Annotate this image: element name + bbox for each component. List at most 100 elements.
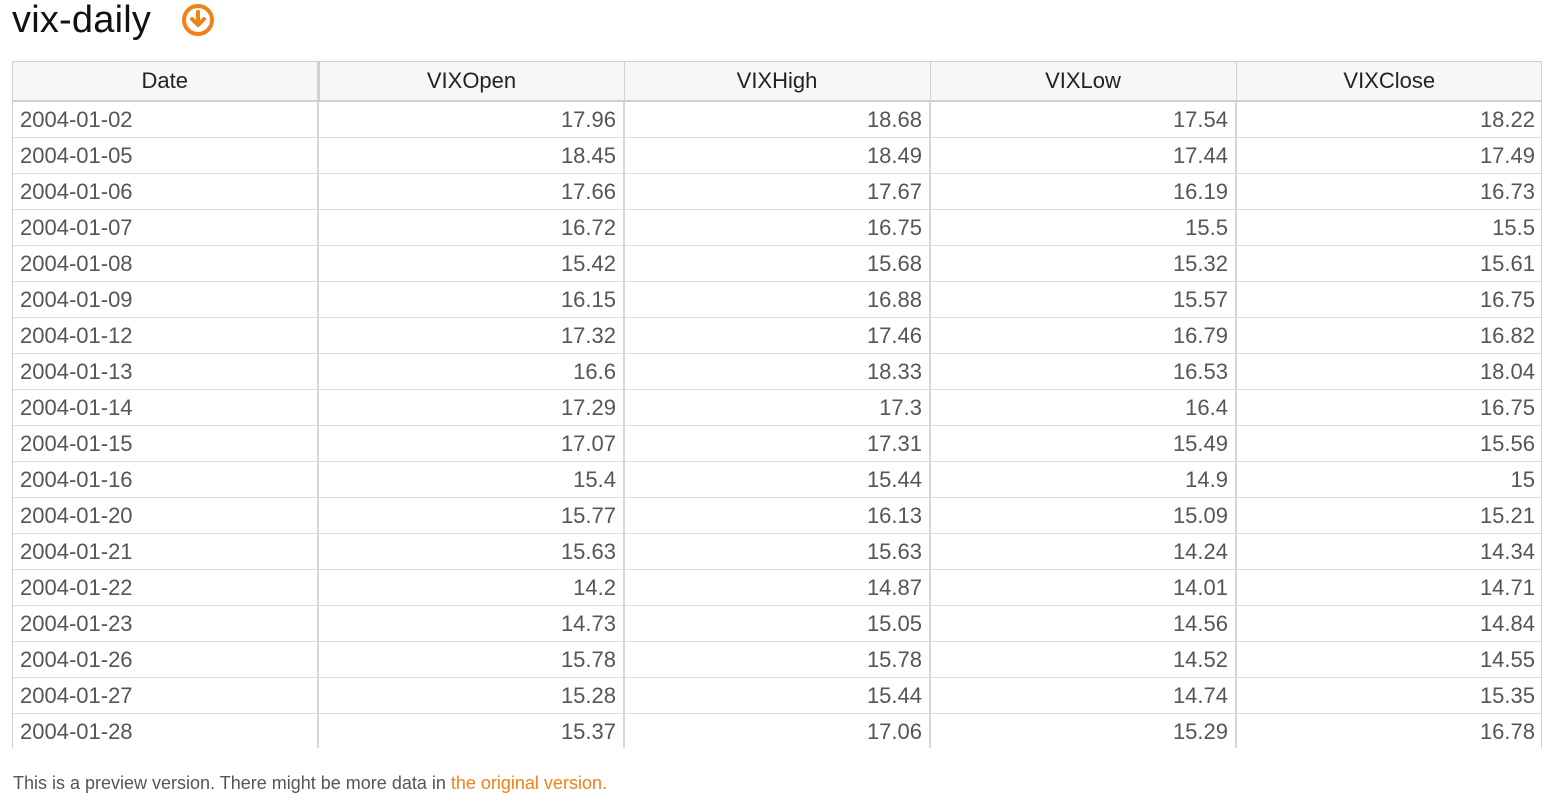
table-cell-vixclose: 16.73 [1236, 173, 1541, 210]
table-cell-vixlow: 14.52 [930, 641, 1237, 678]
table-cell-date: 2004-01-20 [13, 497, 319, 534]
table-cell-vixclose: 18.04 [1236, 353, 1541, 390]
table-cell-vixlow: 16.53 [930, 353, 1237, 390]
table-cell-vixhigh: 15.05 [624, 605, 931, 642]
table-cell-date: 2004-01-12 [13, 317, 319, 354]
table-row: 2004-01-22 14.2 14.87 14.01 14.71 [13, 569, 1541, 606]
table-cell-date: 2004-01-27 [13, 677, 319, 714]
table-cell-vixlow: 14.9 [930, 461, 1237, 498]
table-cell-vixhigh: 15.78 [624, 641, 931, 678]
table-row: 2004-01-16 15.4 15.44 14.9 15 [13, 461, 1541, 498]
original-version-link[interactable]: the original version. [450, 773, 607, 793]
table-row: 2004-01-02 17.96 18.68 17.54 18.22 [13, 101, 1541, 138]
table-row: 2004-01-06 17.66 17.67 16.19 16.73 [13, 173, 1541, 210]
table-header-row: Date VIXOpen VIXHigh VIXLow VIXClose [13, 62, 1541, 102]
table-cell-vixhigh: 16.75 [624, 209, 931, 246]
preview-notice-text: This is a preview version. There might b… [13, 773, 451, 793]
table-cell-vixlow: 14.01 [930, 569, 1237, 606]
data-table-container[interactable]: Date VIXOpen VIXHigh VIXLow VIXClose 2004-01… [12, 61, 1542, 748]
table-row: 2004-01-05 18.45 18.49 17.44 17.49 [13, 137, 1541, 174]
table-cell-vixlow: 15.49 [930, 425, 1237, 462]
table-cell-vixclose: 14.71 [1236, 569, 1541, 606]
table-cell-vixhigh: 18.49 [624, 137, 931, 174]
table-row: 2004-01-08 15.42 15.68 15.32 15.61 [13, 245, 1541, 282]
table-row: 2004-01-27 15.28 15.44 14.74 15.35 [13, 677, 1541, 714]
table-cell-date: 2004-01-08 [13, 245, 319, 282]
table-cell-vixlow: 14.24 [930, 533, 1237, 570]
data-table: Date VIXOpen VIXHigh VIXLow VIXClose 2004-01… [13, 62, 1541, 748]
table-cell-vixopen: 17.96 [318, 101, 625, 138]
table-row: 2004-01-14 17.29 17.3 16.4 16.75 [13, 389, 1541, 426]
table-cell-date: 2004-01-22 [13, 569, 319, 606]
table-cell-vixclose: 14.34 [1236, 533, 1541, 570]
table-cell-vixclose: 15.5 [1236, 209, 1541, 246]
column-header-vixclose[interactable]: VIXClose [1236, 62, 1541, 102]
table-cell-vixhigh: 14.87 [624, 569, 931, 606]
table-cell-vixhigh: 15.63 [624, 533, 931, 570]
table-cell-vixhigh: 17.3 [624, 389, 931, 426]
table-body: 2004-01-02 17.96 18.68 17.54 18.22 2004-01-05… [13, 101, 1541, 748]
table-cell-vixhigh: 17.31 [624, 425, 931, 462]
table-cell-date: 2004-01-21 [13, 533, 319, 570]
table-row: 2004-01-12 17.32 17.46 16.79 16.82 [13, 317, 1541, 354]
table-cell-vixopen: 16.72 [318, 209, 625, 246]
column-header-date[interactable]: Date [13, 62, 320, 102]
table-cell-vixclose: 18.22 [1236, 101, 1541, 138]
table-cell-vixlow: 15.09 [930, 497, 1237, 534]
table-cell-vixlow: 16.19 [930, 173, 1237, 210]
table-cell-date: 2004-01-26 [13, 641, 319, 678]
table-cell-date: 2004-01-14 [13, 389, 319, 426]
table-cell-vixclose: 17.49 [1236, 137, 1541, 174]
table-cell-vixhigh: 17.06 [624, 713, 931, 748]
table-cell-vixopen: 15.4 [318, 461, 625, 498]
table-cell-vixhigh: 18.68 [624, 101, 931, 138]
table-cell-vixhigh: 16.88 [624, 281, 931, 318]
download-circle-icon [182, 4, 215, 36]
preview-notice: This is a preview version. There might b… [13, 773, 607, 794]
table-cell-vixhigh: 17.46 [624, 317, 931, 354]
table-cell-vixclose: 15 [1236, 461, 1541, 498]
table-cell-vixhigh: 15.68 [624, 245, 931, 282]
table-cell-vixopen: 17.32 [318, 317, 625, 354]
column-header-vixhigh[interactable]: VIXHigh [624, 62, 931, 102]
table-cell-vixlow: 15.5 [930, 209, 1237, 246]
table-cell-vixclose: 16.75 [1236, 389, 1541, 426]
table-row: 2004-01-23 14.73 15.05 14.56 14.84 [13, 605, 1541, 642]
table-cell-vixlow: 15.57 [930, 281, 1237, 318]
table-cell-vixopen: 18.45 [318, 137, 625, 174]
table-cell-vixopen: 17.66 [318, 173, 625, 210]
download-button[interactable] [181, 3, 215, 37]
table-row: 2004-01-13 16.6 18.33 16.53 18.04 [13, 353, 1541, 390]
table-cell-vixopen: 15.37 [318, 713, 625, 748]
table-cell-date: 2004-01-13 [13, 353, 319, 390]
table-cell-vixopen: 16.6 [318, 353, 625, 390]
table-row: 2004-01-26 15.78 15.78 14.52 14.55 [13, 641, 1541, 678]
column-header-vixlow[interactable]: VIXLow [930, 62, 1237, 102]
table-cell-date: 2004-01-09 [13, 281, 319, 318]
table-row: 2004-01-28 15.37 17.06 15.29 16.78 [13, 713, 1541, 748]
table-cell-vixopen: 16.15 [318, 281, 625, 318]
table-cell-vixclose: 15.21 [1236, 497, 1541, 534]
table-cell-vixclose: 16.82 [1236, 317, 1541, 354]
table-cell-vixopen: 14.73 [318, 605, 625, 642]
column-header-vixopen[interactable]: VIXOpen [318, 62, 625, 102]
table-row: 2004-01-07 16.72 16.75 15.5 15.5 [13, 209, 1541, 246]
table-cell-vixclose: 15.61 [1236, 245, 1541, 282]
table-cell-vixlow: 17.54 [930, 101, 1237, 138]
table-cell-vixopen: 15.78 [318, 641, 625, 678]
page-title: vix-daily [12, 0, 152, 41]
table-cell-vixopen: 15.42 [318, 245, 625, 282]
table-cell-vixlow: 14.74 [930, 677, 1237, 714]
table-cell-vixhigh: 18.33 [624, 353, 931, 390]
table-cell-vixopen: 15.77 [318, 497, 625, 534]
table-cell-vixlow: 15.29 [930, 713, 1237, 748]
table-cell-date: 2004-01-15 [13, 425, 319, 462]
table-cell-vixopen: 15.63 [318, 533, 625, 570]
table-cell-vixopen: 17.29 [318, 389, 625, 426]
table-cell-vixlow: 14.56 [930, 605, 1237, 642]
table-cell-vixhigh: 17.67 [624, 173, 931, 210]
table-cell-vixhigh: 15.44 [624, 461, 931, 498]
table-cell-vixclose: 15.35 [1236, 677, 1541, 714]
table-cell-vixlow: 15.32 [930, 245, 1237, 282]
table-cell-vixopen: 17.07 [318, 425, 625, 462]
